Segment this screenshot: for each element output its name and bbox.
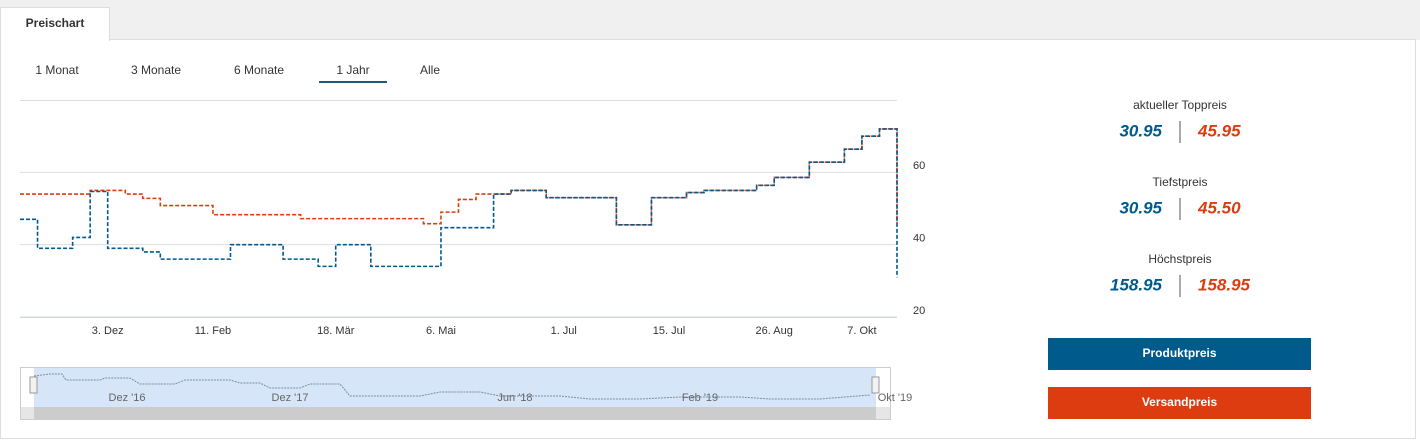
navigator-line — [33, 373, 871, 400]
x-tick-label: 15. Jul — [653, 325, 685, 337]
navigator-label: Dez '17 — [272, 392, 309, 404]
x-tick-label: 6. Mai — [426, 325, 456, 337]
legend-button[interactable] — [1048, 338, 1311, 370]
x-tick-label: 11. Feb — [195, 325, 232, 337]
plot: 20 40 60 3. Dez 11. Feb 18. Mär 6. Mai 1. Jul 15… — [20, 128, 925, 337]
stat-label: Tiefstpreis — [1153, 175, 1208, 189]
navigator-label: Okt '19 — [878, 392, 913, 404]
tab-strip — [0, 0, 1420, 40]
navigator-labels: Dez '16 Dez '17 Jun '18 Feb '19 Okt '19 — [109, 392, 913, 404]
y-tick-label: 60 — [913, 160, 925, 172]
range-button[interactable]: 6 Monate — [234, 63, 284, 77]
legend-button[interactable] — [1048, 387, 1311, 419]
price-line — [20, 128, 898, 278]
navigator-selection[interactable] — [34, 368, 876, 407]
scrollbar-thumb[interactable] — [34, 407, 876, 419]
x-tick-label: 26. Aug — [756, 325, 793, 337]
legend-label[interactable]: Versandpreis — [1142, 395, 1218, 409]
stat-value: 158.95 — [1198, 275, 1251, 294]
y-tick-label: 20 — [913, 305, 925, 317]
stat-value: 30.95 — [1119, 198, 1162, 217]
tab[interactable] — [0, 7, 110, 41]
navigator-label: Feb '19 — [682, 392, 718, 404]
price-stats: aktueller Toppreis 30.95 45.95 Tiefstpreis 3… — [1110, 98, 1251, 297]
stat-value: 30.95 — [1119, 121, 1162, 140]
range-button[interactable]: Alle — [420, 63, 440, 77]
navigator-label: Dez '16 — [109, 392, 146, 404]
legend-buttons: Produktpreis Versandpreis — [1048, 338, 1311, 419]
range-selector: 1 Monat 3 Monate 6 Monate 1 Jahr Alle — [35, 63, 440, 77]
stat-value: 45.50 — [1197, 198, 1241, 217]
navigator-handle[interactable] — [29, 376, 38, 394]
price-line — [20, 128, 898, 226]
stat-label: aktueller Toppreis — [1133, 98, 1227, 112]
tab-join — [1, 38, 109, 42]
x-tick-label: 1. Jul — [551, 325, 577, 337]
range-button[interactable]: 1 Monat — [35, 63, 79, 77]
range-button[interactable]: 1 Jahr — [336, 63, 369, 77]
x-tick-label: 18. Mär — [317, 325, 355, 337]
stat-label: Höchstpreis — [1148, 252, 1211, 266]
x-tick-label: 7. Okt — [847, 325, 876, 337]
x-tick-label: 3. Dez — [92, 325, 124, 337]
legend-label[interactable]: Produktpreis — [1142, 346, 1216, 360]
tab-label[interactable]: Preischart — [26, 16, 85, 30]
range-button[interactable]: 3 Monate — [131, 63, 181, 77]
navigator-label: Jun '18 — [497, 392, 532, 404]
stat-value: 45.95 — [1197, 121, 1241, 140]
y-tick-label: 40 — [913, 233, 925, 245]
stat-value: 158.95 — [1110, 275, 1163, 294]
navigator-handle[interactable] — [871, 376, 880, 394]
